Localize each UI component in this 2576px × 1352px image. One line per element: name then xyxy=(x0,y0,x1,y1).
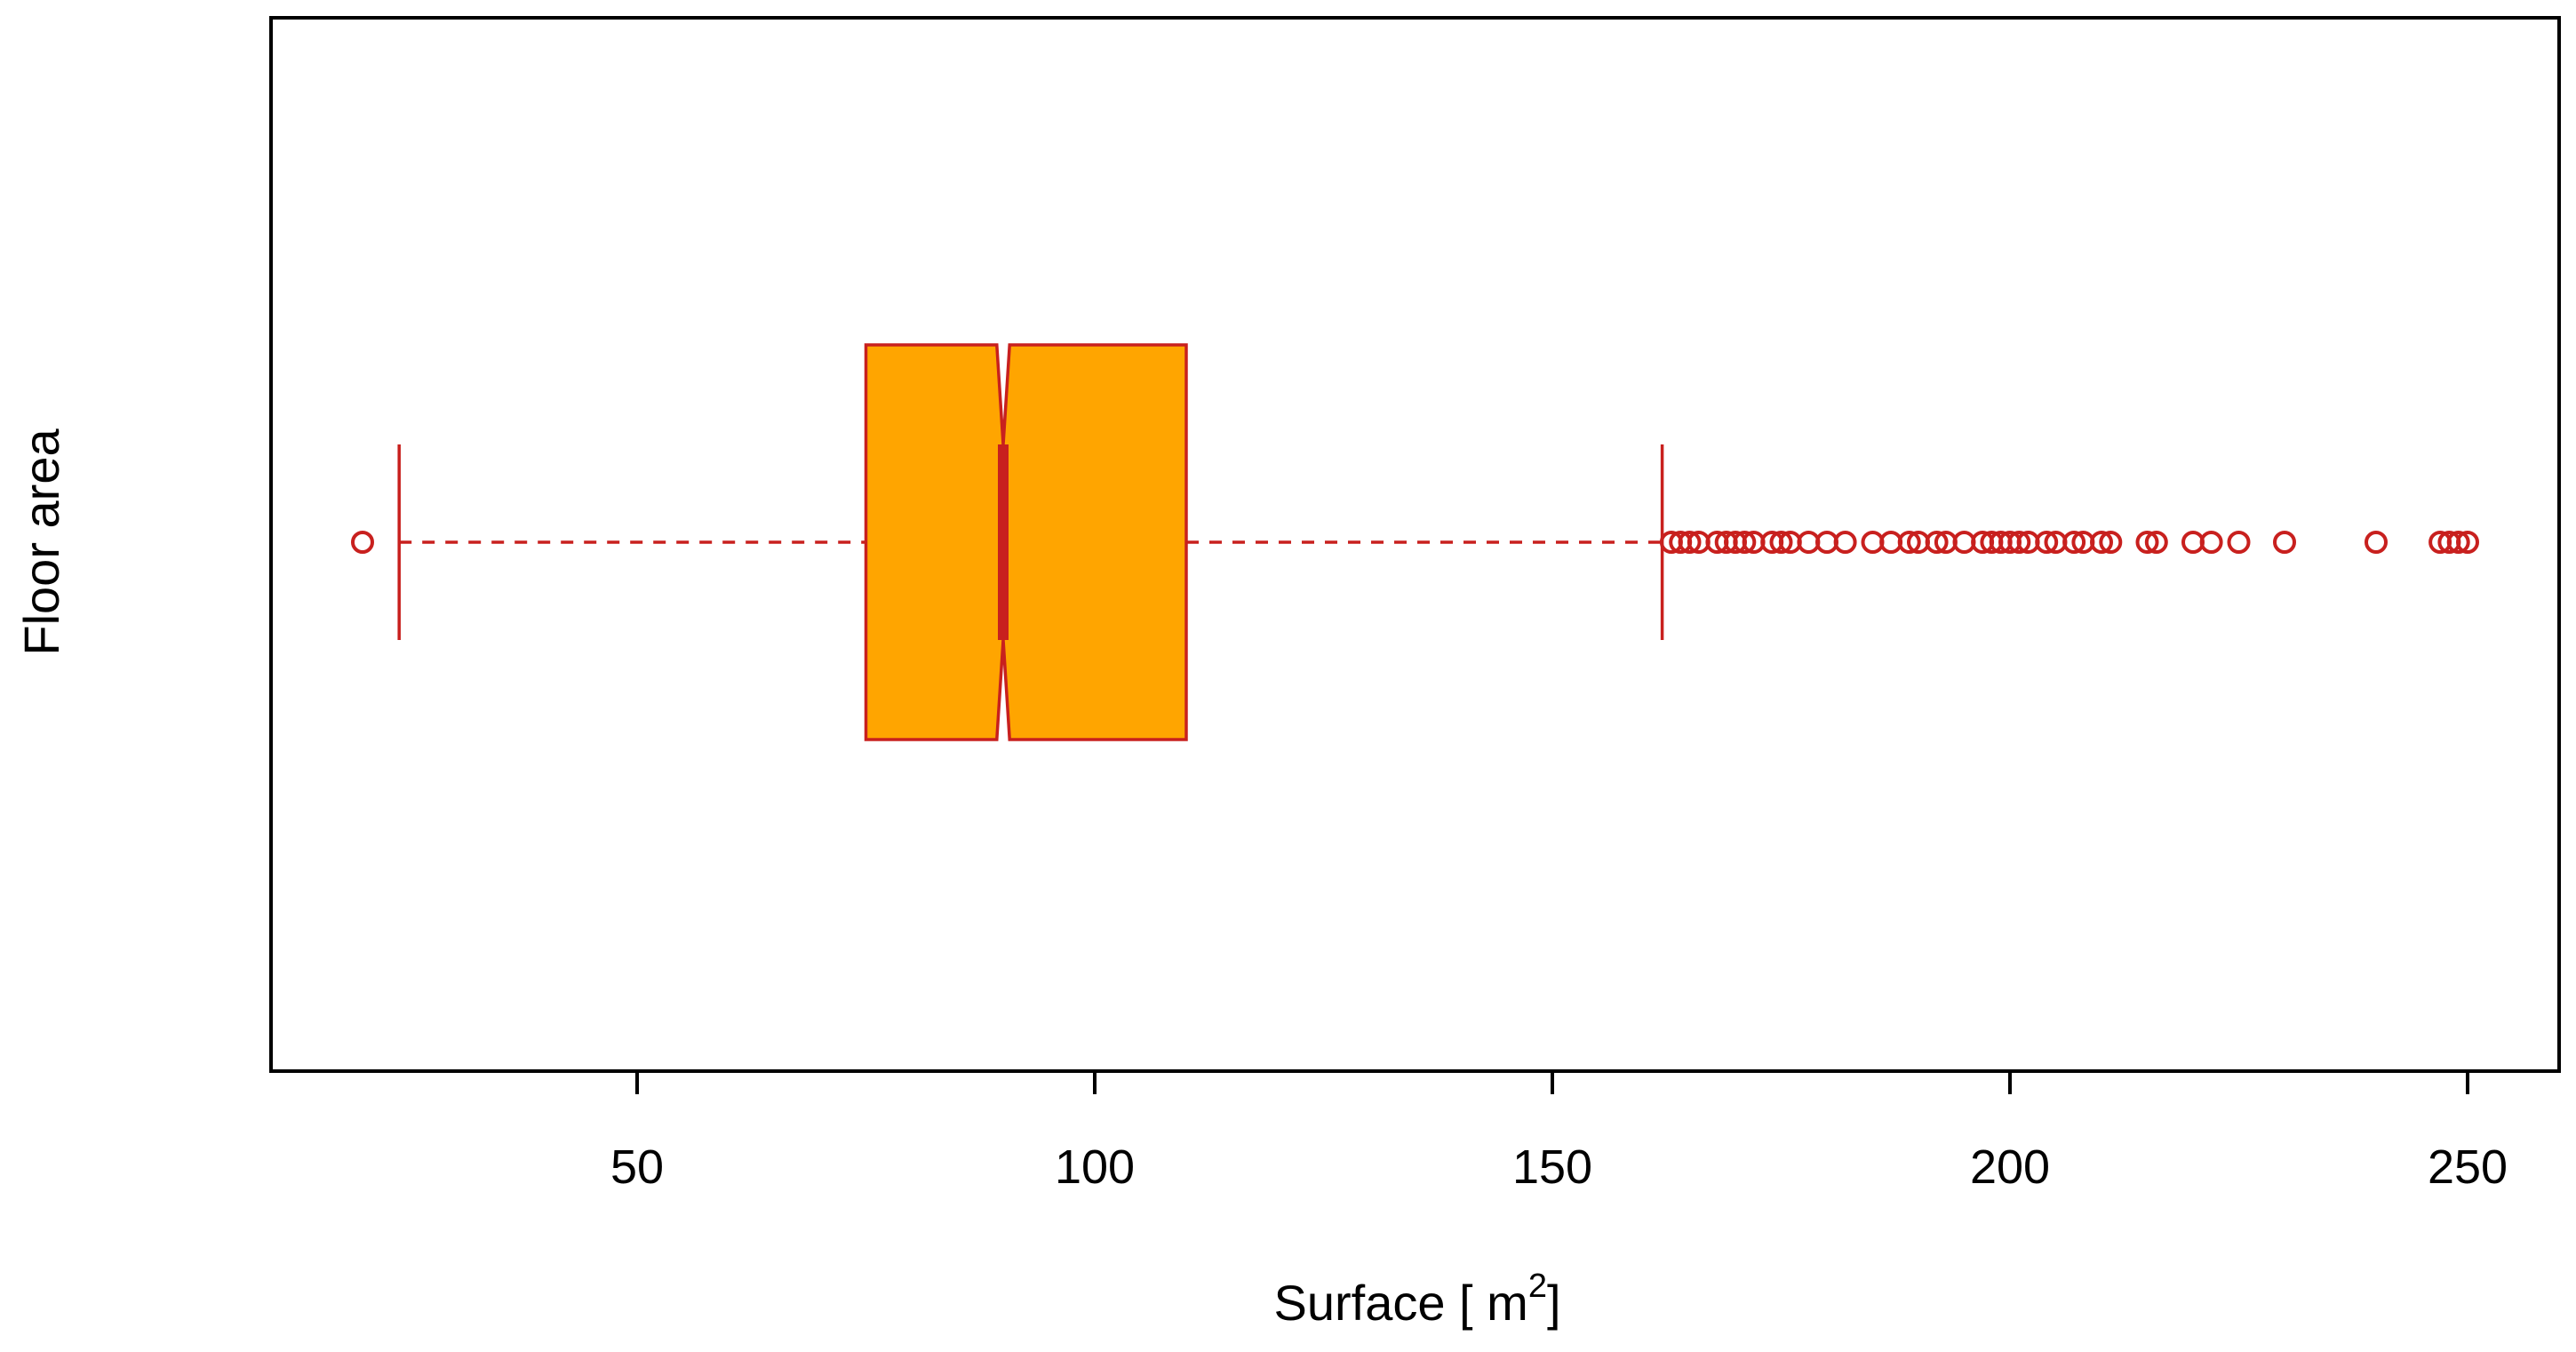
x-tick-label: 50 xyxy=(610,1140,664,1194)
x-axis-label-superscript: 2 xyxy=(1528,1268,1547,1305)
x-tick-label: 150 xyxy=(1512,1140,1592,1194)
outlier-point xyxy=(2446,531,2470,554)
x-axis-label-suffix: ] xyxy=(1547,1275,1561,1331)
outlier-point xyxy=(351,531,374,554)
outlier-point xyxy=(2135,531,2159,554)
outlier-point xyxy=(2062,531,2086,554)
outlier-point xyxy=(2007,531,2031,554)
x-axis: 50 100 150 200 250 xyxy=(610,1071,2508,1194)
box-plot xyxy=(397,343,1664,741)
outlier-point xyxy=(2035,531,2059,554)
x-axis-label: Surface [ m2] xyxy=(1273,1268,1560,1331)
outlier-point xyxy=(1897,531,1921,554)
outlier-point xyxy=(2099,531,2123,554)
outlier-point xyxy=(2227,531,2251,554)
box-body xyxy=(864,343,1188,741)
x-tick-label: 200 xyxy=(1970,1140,2050,1194)
outlier-point xyxy=(2199,531,2223,554)
outlier-point xyxy=(1733,531,1757,554)
outlier-point xyxy=(1833,531,1857,554)
outlier-point xyxy=(2456,531,2479,554)
outlier-points xyxy=(351,531,2479,554)
outlier-point xyxy=(2365,531,2388,554)
outlier-point xyxy=(1925,531,1949,554)
plot-frame xyxy=(269,16,2561,1073)
x-tick-label: 250 xyxy=(2428,1140,2508,1194)
outlier-point xyxy=(2144,531,2168,554)
outlier-point xyxy=(1769,531,1793,554)
x-tick-label: 100 xyxy=(1055,1140,1135,1194)
outlier-point xyxy=(2273,531,2296,554)
y-axis-label: Floor area xyxy=(13,428,69,656)
outlier-point xyxy=(2090,531,2113,554)
outlier-point xyxy=(1678,531,1702,554)
x-axis-label-main: Surface [ m xyxy=(1273,1275,1527,1331)
